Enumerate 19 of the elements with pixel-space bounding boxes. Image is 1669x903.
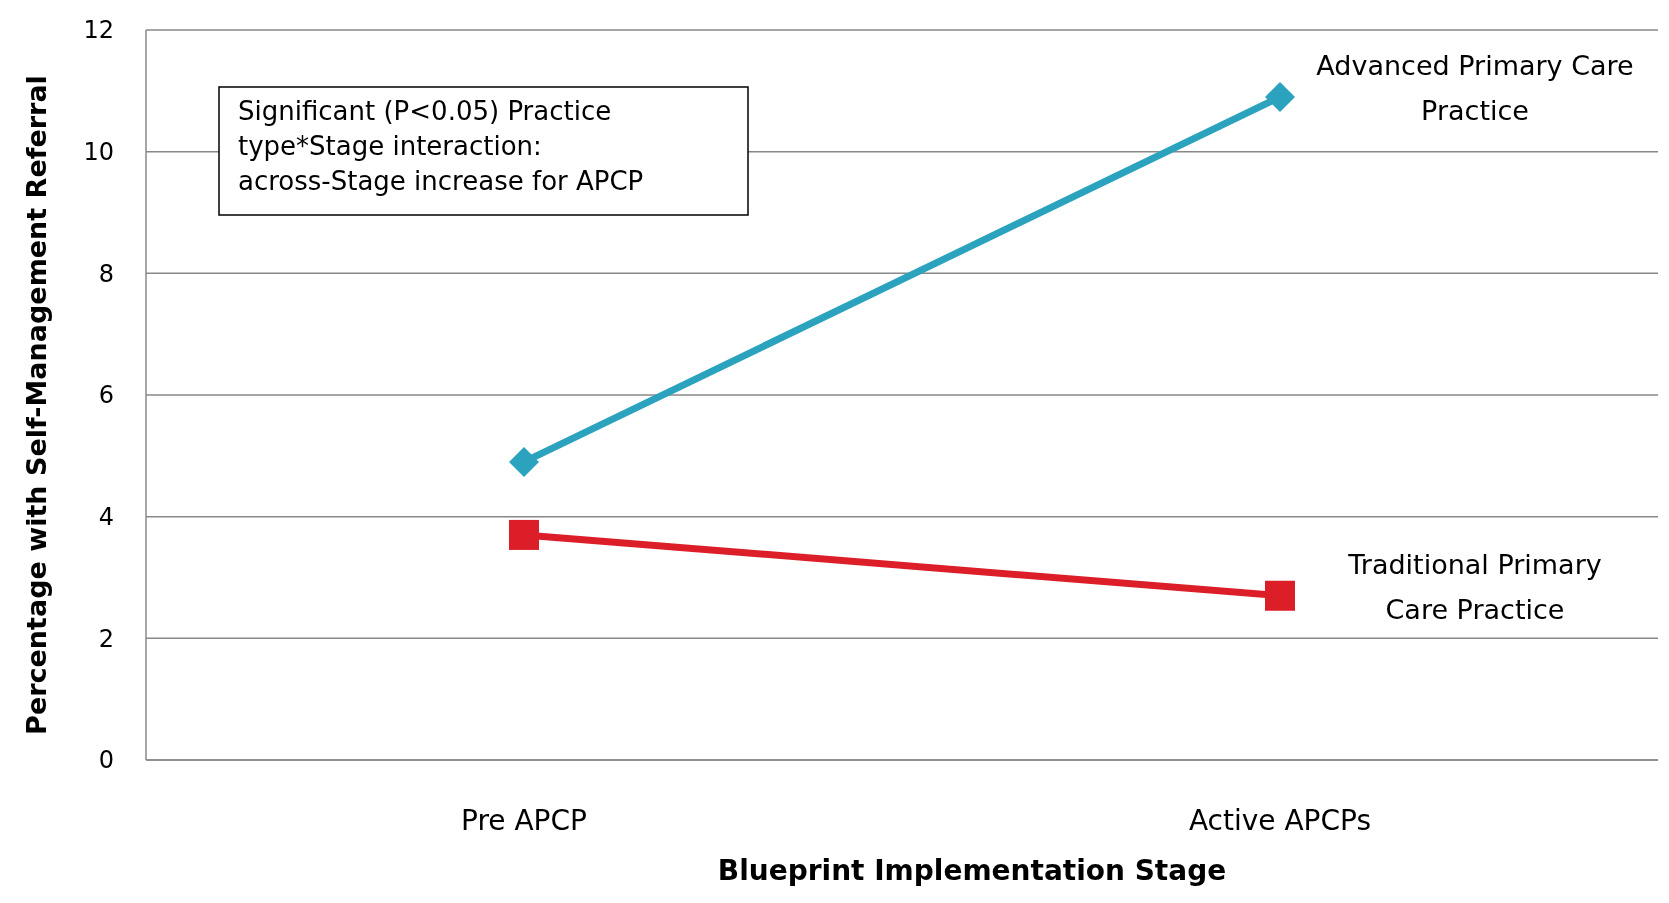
y-tick-label: 0	[98, 746, 114, 775]
note-box: Significant (P<0.05) Practice type*Stage interaction: across-Stage increase for APCP	[218, 86, 749, 216]
point	[1265, 580, 1295, 611]
y-tick-label: 10	[83, 138, 114, 167]
y-axis-title: Percentage with Self-Management Referral	[21, 75, 52, 735]
series-label: Traditional Primary Care Practice	[1347, 548, 1602, 625]
x-tick-label: Pre APCP	[461, 804, 587, 837]
x-axis-title: Blueprint Implementation Stage	[717, 854, 1227, 887]
point	[509, 446, 539, 477]
y-tick-label: 2	[98, 624, 114, 653]
series-label: Advanced Primary Care Practice	[1316, 49, 1634, 126]
x-tick-label: Active APCPs	[1188, 804, 1372, 837]
y-tick-label: 4	[98, 503, 114, 532]
point	[509, 519, 539, 550]
annotation: Significant (P<0.05) Practice type*Stage interaction: across-Stage increase for APCP	[238, 96, 644, 196]
y-tick-label: 8	[98, 259, 114, 288]
y-tick-label: 12	[83, 16, 114, 45]
point	[1265, 81, 1295, 112]
y-tick-label: 6	[98, 381, 114, 410]
